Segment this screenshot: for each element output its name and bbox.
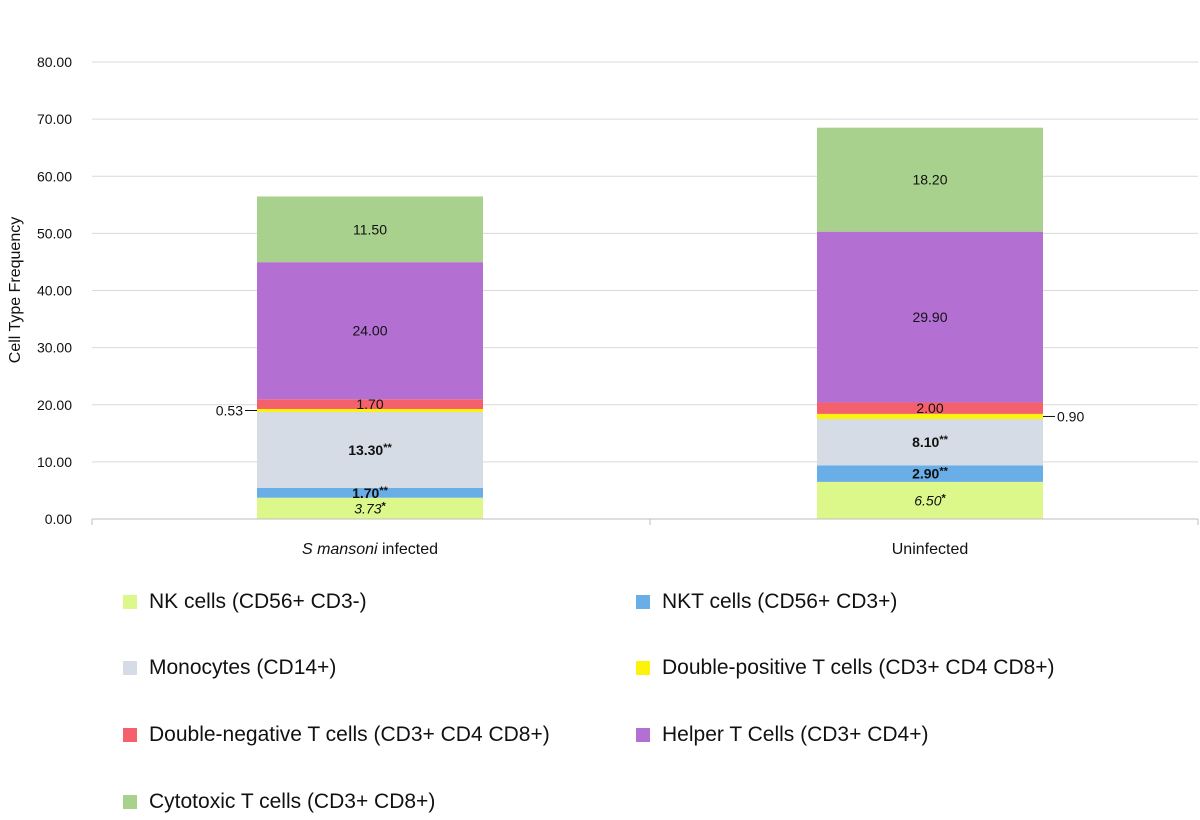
legend-swatch — [636, 728, 650, 742]
bars — [257, 127, 1043, 519]
y-tick-label: 20.00 — [37, 397, 72, 413]
y-tick-label: 70.00 — [37, 111, 72, 127]
data-label: 11.50 — [353, 221, 387, 237]
bar-segment — [257, 487, 483, 498]
legend-item: Double-positive T cells (CD3+ CD4 CD8+) — [636, 656, 1055, 680]
y-tick-label: 0.00 — [45, 511, 72, 527]
bar-segment — [817, 231, 1043, 403]
legend-label: Double-positive T cells (CD3+ CD4 CD8+) — [662, 656, 1055, 679]
y-axis-label: Cell Type Frequency — [7, 217, 24, 363]
y-tick-label: 30.00 — [37, 340, 72, 356]
data-label: 1.70 — [356, 396, 383, 412]
bar-segment — [257, 262, 483, 400]
data-label: 29.90 — [912, 309, 947, 325]
data-labels: 3.73*1.70** 13.30** 0.53 1.70 24.00 11.50 6.50… — [216, 172, 1085, 517]
legend-label: Cytotoxic T cells (CD3+ CD8+) — [149, 790, 436, 813]
data-label: 6.50* — [914, 492, 946, 508]
chart-plot-area: 3.73*1.70** 13.30** 0.53 1.70 24.00 11.50 6.50… — [7, 54, 1199, 558]
legend-label: Double-negative T cells (CD3+ CD4 CD8+) — [149, 723, 550, 746]
data-label: 13.30** — [348, 442, 392, 458]
bar-segment — [257, 196, 483, 263]
y-tick-label: 60.00 — [37, 168, 72, 184]
data-label: 8.10** — [912, 434, 949, 450]
legend-item: Cytotoxic T cells (CD3+ CD8+) — [123, 790, 435, 814]
legend: NK cells (CD56+ CD3-) NKT cells (CD56+ CD… — [0, 580, 1200, 820]
legend-swatch — [123, 728, 137, 742]
bar-segment — [817, 402, 1043, 414]
bar-segment — [257, 399, 483, 409]
bar-segment — [257, 412, 483, 488]
data-label: 0.53 — [216, 402, 243, 418]
legend-item: Double-negative T cells (CD3+ CD4 CD8+) — [123, 723, 550, 747]
legend-label: NKT cells (CD56+ CD3+) — [662, 590, 898, 613]
data-label: 2.00 — [916, 400, 943, 416]
legend-swatch — [123, 795, 137, 809]
data-label: 24.00 — [352, 323, 387, 339]
legend-swatch — [636, 595, 650, 609]
data-label: 0.90 — [1057, 408, 1084, 424]
axes: 0.00 10.00 20.00 30.00 40.00 50.00 60.00 70.00 8… — [7, 54, 1199, 558]
bar-segment — [817, 419, 1043, 466]
data-label: 3.73* — [354, 500, 386, 516]
x-category-label: S mansoni infected — [302, 541, 438, 558]
legend-swatch — [123, 661, 137, 675]
data-label: 18.20 — [912, 172, 947, 188]
data-label: 2.90** — [912, 466, 949, 482]
bar-segment — [817, 413, 1043, 420]
y-tick-label: 80.00 — [37, 54, 72, 70]
y-tick-label: 10.00 — [37, 454, 72, 470]
bar-segment — [817, 481, 1043, 519]
legend-swatch — [636, 661, 650, 675]
x-category-label: Uninfected — [892, 541, 969, 558]
bar-segment — [257, 408, 483, 413]
data-label: 1.70** — [352, 485, 389, 501]
bar-segment — [817, 465, 1043, 482]
legend-swatch — [123, 595, 137, 609]
y-tick-label: 50.00 — [37, 225, 72, 241]
legend-item: Helper T Cells (CD3+ CD4+) — [636, 723, 928, 747]
bar-segment — [817, 127, 1043, 232]
legend-item: NKT cells (CD56+ CD3+) — [636, 590, 897, 614]
legend-label: NK cells (CD56+ CD3-) — [149, 590, 367, 613]
legend-item: NK cells (CD56+ CD3-) — [123, 590, 367, 614]
bar-segment — [257, 497, 483, 519]
legend-label: Helper T Cells (CD3+ CD4+) — [662, 723, 929, 746]
legend-label: Monocytes (CD14+) — [149, 656, 337, 679]
legend-item: Monocytes (CD14+) — [123, 656, 336, 680]
y-tick-label: 40.00 — [37, 283, 72, 299]
